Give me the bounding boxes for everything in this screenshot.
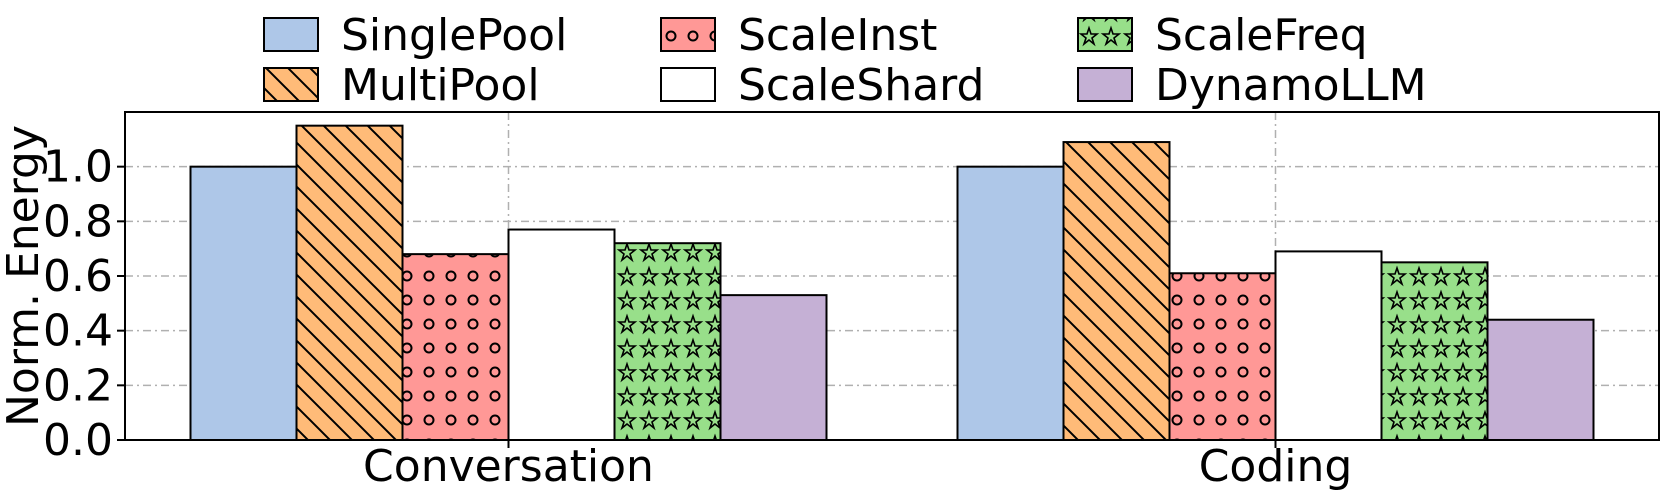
bar-dynamollm-coding [1486, 318, 1595, 442]
legend-label-dynamollm: DynamoLLM [1155, 60, 1427, 111]
bar-scaleinst-coding [1168, 272, 1277, 441]
y-axis-ticks: 0.00.20.40.60.81.0 [43, 142, 125, 466]
x-category-label: Coding [1199, 441, 1353, 490]
y-tick-label: 0.4 [43, 306, 113, 357]
bar-multipool-conversation [295, 124, 404, 442]
legend-label-scalefreq: ScaleFreq [1155, 10, 1368, 61]
legend-swatch-scaleinst [660, 17, 716, 52]
legend-label-multipool: MultiPool [341, 60, 540, 111]
y-tick-label: 0.6 [43, 251, 113, 302]
y-tick-label: 1.0 [43, 142, 113, 193]
bars [189, 124, 1595, 442]
y-tick-label: 0.0 [43, 415, 113, 466]
bar-scaleshard-conversation [507, 228, 616, 441]
y-tick-label: 0.2 [43, 360, 113, 411]
bar-scalefreq-coding [1380, 261, 1489, 442]
y-tick-label: 0.8 [43, 196, 113, 247]
legend-swatch-multipool [263, 67, 319, 102]
x-category-label: Conversation [363, 441, 654, 490]
bar-dynamollm-conversation [719, 294, 828, 441]
legend-label-singlepool: SinglePool [341, 10, 567, 61]
bar-singlepool-coding [956, 165, 1065, 442]
bar-multipool-coding [1062, 141, 1171, 441]
legend-label-scaleinst: ScaleInst [738, 10, 937, 61]
bar-scalefreq-conversation [613, 242, 722, 441]
bar-singlepool-conversation [189, 165, 298, 442]
bar-scaleshard-coding [1274, 250, 1383, 441]
legend-swatch-singlepool [263, 17, 319, 52]
legend-swatch-dynamollm [1077, 67, 1133, 102]
bar-scaleinst-conversation [401, 253, 510, 441]
legend-swatch-scaleshard [660, 67, 716, 102]
y-axis-label: Norm. Energy [0, 125, 49, 427]
legend-label-scaleshard: ScaleShard [738, 60, 984, 111]
legend-swatch-scalefreq [1077, 17, 1133, 52]
x-axis-categories: Conversation Coding [363, 440, 1352, 490]
